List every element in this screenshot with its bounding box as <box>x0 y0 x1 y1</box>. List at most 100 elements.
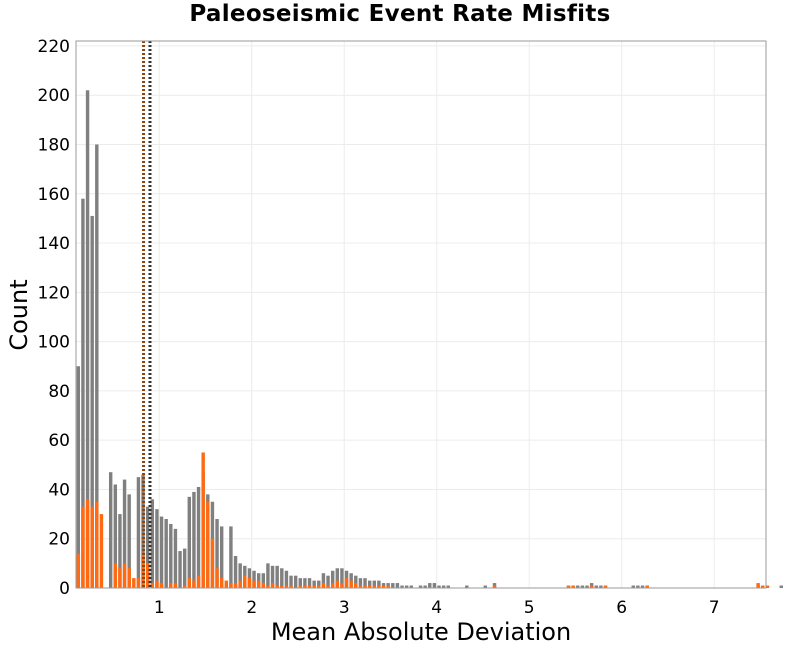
bar-series-1 <box>377 580 381 588</box>
bar-series-2 <box>256 580 261 588</box>
bar-series-2 <box>377 585 381 588</box>
bar-series-2 <box>571 585 575 588</box>
bar-series-1 <box>219 526 224 588</box>
bar-series-1 <box>437 585 441 588</box>
bar-series-2 <box>90 506 94 588</box>
bar-series-2 <box>76 553 81 588</box>
y-tick-label: 20 <box>48 530 70 550</box>
bar-series-1 <box>95 144 99 589</box>
bar-series-1 <box>108 472 113 588</box>
bar-series-2 <box>261 583 266 588</box>
bar-series-1 <box>150 499 155 588</box>
y-tick-label: 160 <box>38 185 70 205</box>
bar-series-2 <box>289 585 293 588</box>
bar-series-2 <box>81 506 85 588</box>
bar-series-2 <box>603 585 608 588</box>
bar-series-2 <box>367 585 372 588</box>
bar-series-2 <box>196 575 201 588</box>
bar-series-2 <box>307 585 312 588</box>
y-tick-label: 0 <box>59 579 70 599</box>
bar-series-1 <box>321 573 326 588</box>
bar-series-2 <box>113 563 118 588</box>
bar-series-2 <box>358 585 363 588</box>
bar-series-1 <box>266 563 270 588</box>
y-axis-label: Count <box>5 279 33 350</box>
bar-series-1 <box>363 578 367 588</box>
bar-series-1 <box>127 494 131 588</box>
bar-series-1 <box>631 585 635 588</box>
bar-series-2 <box>303 585 307 588</box>
bar-series-1 <box>90 215 94 588</box>
bar-series-1 <box>298 578 302 588</box>
bar-series-1 <box>145 506 150 588</box>
x-tick-label: 4 <box>431 598 442 618</box>
bar-series-1 <box>141 474 145 588</box>
x-tick-label: 1 <box>154 598 165 618</box>
bar-series-2 <box>363 585 367 588</box>
bar-series-1 <box>404 585 409 588</box>
bar-series-1 <box>229 526 233 588</box>
x-axis-label: Mean Absolute Deviation <box>271 618 571 646</box>
reference-lines <box>142 41 152 588</box>
bar-series-1 <box>307 578 312 588</box>
bar-series-1 <box>409 585 413 588</box>
bar-series-1 <box>280 568 284 588</box>
bar-series-1 <box>122 479 127 588</box>
bar-series-1 <box>428 583 432 588</box>
bar-series-2 <box>155 580 159 588</box>
bar-series-2 <box>344 578 349 588</box>
chart-title: Paleoseismic Event Rate Misfits <box>189 1 611 27</box>
bar-series-2 <box>233 583 238 588</box>
bar-series-1 <box>386 583 390 588</box>
bar-series-1 <box>275 565 279 588</box>
bar-series-1 <box>289 575 293 588</box>
bar-series-1 <box>418 585 423 588</box>
bar-series-1 <box>381 583 386 588</box>
y-tick-label: 140 <box>38 234 70 254</box>
bar-series-1 <box>391 583 395 588</box>
bar-series-1 <box>233 555 238 588</box>
bar-series-1 <box>465 585 469 588</box>
x-tick-label: 3 <box>339 598 350 618</box>
bar-series-1 <box>164 519 168 588</box>
bar-series-2 <box>354 583 358 588</box>
bar-series-2 <box>321 583 326 588</box>
bar-series-2 <box>765 585 770 588</box>
bar-series-2 <box>330 583 335 588</box>
y-tick-label: 100 <box>38 333 70 353</box>
bar-series-1 <box>284 570 289 588</box>
histogram-bars <box>76 90 783 589</box>
bar-series-1 <box>779 585 783 588</box>
bar-series-2 <box>566 585 571 588</box>
bar-series-2 <box>284 585 289 588</box>
bar-series-1 <box>335 568 339 588</box>
bar-series-2 <box>335 580 339 588</box>
bar-series-1 <box>187 496 192 588</box>
bar-series-1 <box>372 580 376 588</box>
y-tick-label: 200 <box>38 86 70 106</box>
bar-series-1 <box>432 583 437 588</box>
bar-series-2 <box>159 583 164 588</box>
bar-series-1 <box>303 578 307 588</box>
bar-series-1 <box>576 585 580 588</box>
bar-series-2 <box>182 585 187 588</box>
bar-series-2 <box>215 568 219 588</box>
bar-series-1 <box>492 583 497 588</box>
bar-series-2 <box>219 578 224 588</box>
bar-series-1 <box>358 578 363 588</box>
bar-series-2 <box>150 583 155 588</box>
bar-series-2 <box>386 585 390 588</box>
bar-series-2 <box>118 568 122 588</box>
bar-series-2 <box>266 585 270 588</box>
bar-series-1 <box>446 585 450 588</box>
bar-series-1 <box>85 90 90 588</box>
bar-series-1 <box>330 570 335 588</box>
bar-series-1 <box>113 484 118 588</box>
bar-series-1 <box>155 509 159 588</box>
bar-series-1 <box>340 568 344 588</box>
bar-series-1 <box>594 585 598 588</box>
bar-series-2 <box>298 585 302 588</box>
y-tick-label: 180 <box>38 135 70 155</box>
bar-series-2 <box>589 585 594 588</box>
